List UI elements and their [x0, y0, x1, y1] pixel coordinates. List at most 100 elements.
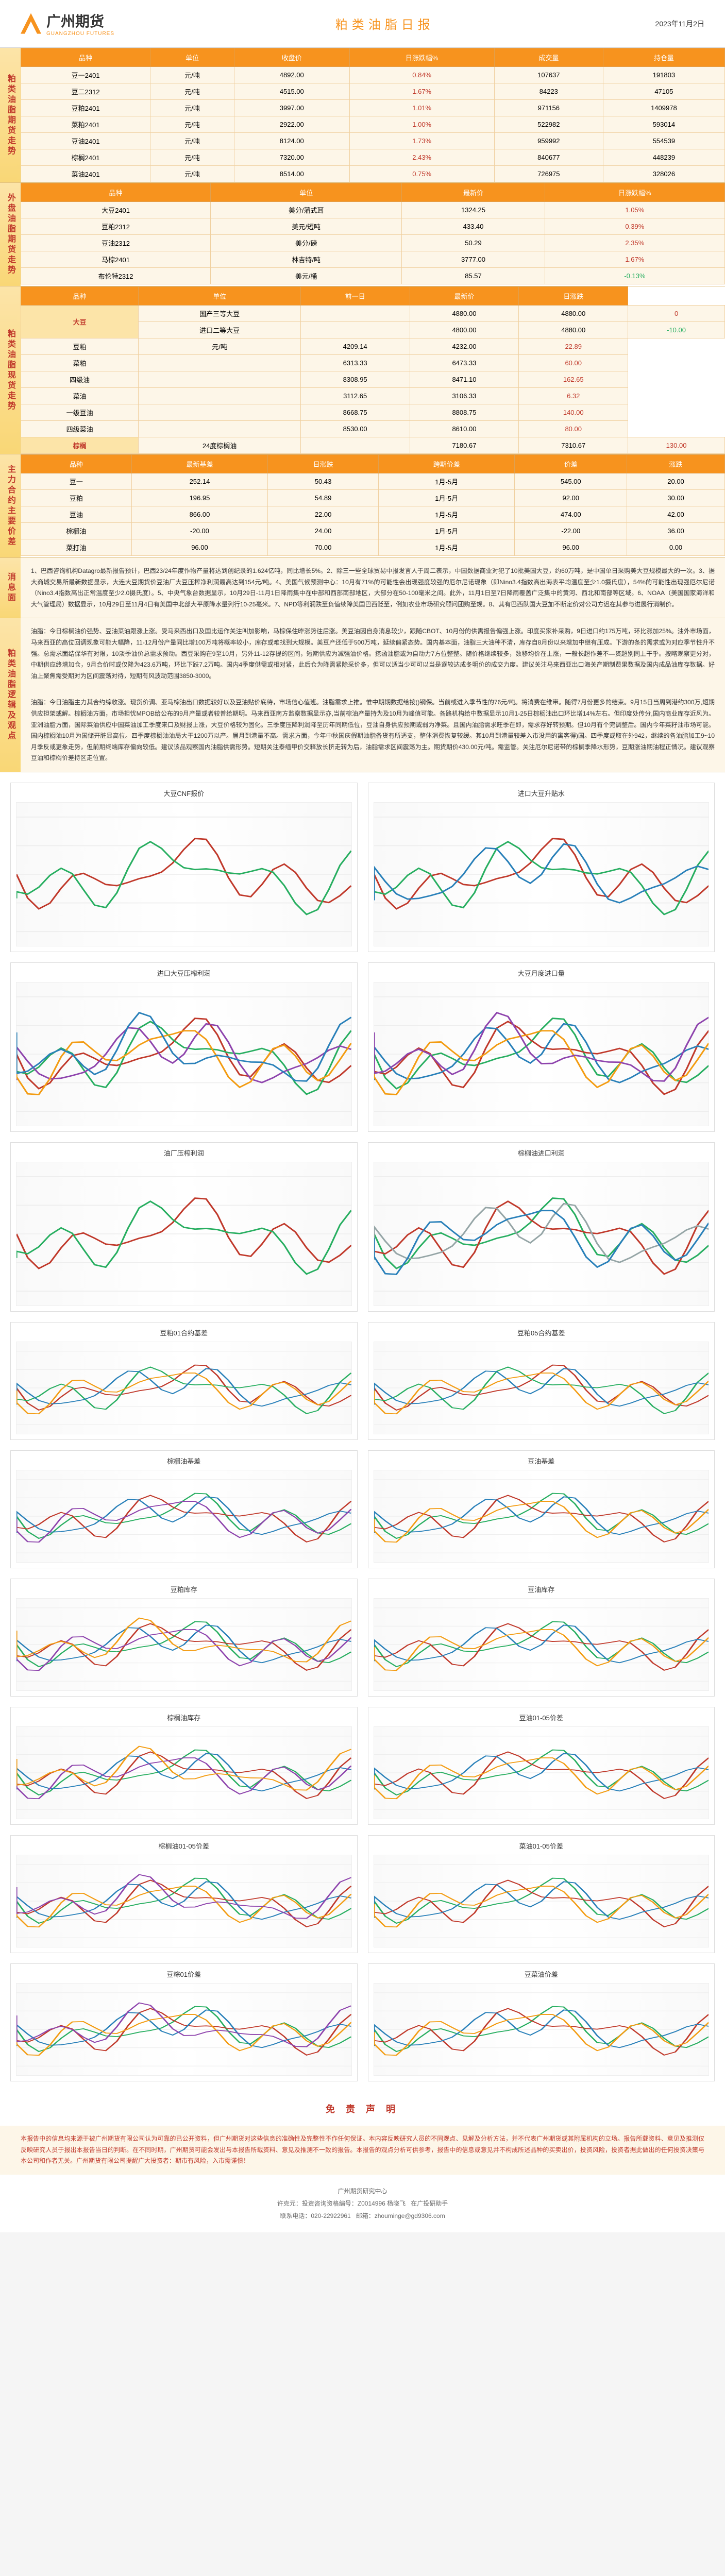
table-row: 豆粕2401元/吨3997.001.01%9711561409978 [21, 100, 725, 116]
chart-box: 进口大豆升贴水 [368, 783, 715, 952]
chart-title: 豆菜油价差 [374, 1969, 710, 1979]
chart-title: 大豆月度进口量 [374, 968, 710, 978]
section-spot: 粕类油脂现货走势 品种单位前一日最新价日涨跌 大豆国产三等大豆4880.0048… [0, 286, 725, 454]
table-foreign-futures: 品种单位最新价日涨跌幅% 大豆2401美分/蒲式耳1324.251.05%豆粕2… [21, 183, 725, 284]
chart-title: 菜油01-05价差 [374, 1841, 710, 1851]
table-row: 豆一252.1450.431月-5月545.0020.00 [21, 473, 725, 490]
report-title: 粕类油脂日报 [335, 14, 434, 32]
table-row: 棕榈2401元/吨7320.002.43%840677448239 [21, 149, 725, 166]
side-label-5: 消息面 [0, 558, 21, 618]
table-row: 豆粕2312美元/短吨433.400.39% [21, 218, 725, 235]
chart-box: 棕榈油进口利润 [368, 1142, 715, 1312]
chart-box: 菜油01-05价差 [368, 1835, 715, 1953]
table-row: 菜打油96.0070.001月-5月96.000.00 [21, 539, 725, 556]
charts-area: 大豆CNF报价进口大豆升贴水进口大豆压榨利润大豆月度进口量油厂压榨利润棕榈油进口… [0, 772, 725, 2092]
table-spread: 品种最新基差日涨跌跨期价差价差涨跌 豆一252.1450.431月-5月545.… [21, 454, 725, 556]
chart-box: 豆油01-05价差 [368, 1707, 715, 1825]
chart-canvas [374, 1598, 710, 1691]
side-label-3: 粕类油脂现货走势 [0, 286, 21, 454]
chart-canvas [374, 1726, 710, 1819]
report-date: 2023年11月2日 [655, 19, 704, 29]
chart-title: 豆油01-05价差 [374, 1713, 710, 1722]
table-row: 豆二2312元/吨4515.001.67%8422347105 [21, 83, 725, 100]
chart-title: 豆油库存 [374, 1584, 710, 1594]
chart-canvas [16, 1162, 352, 1306]
chart-box: 豆油基差 [368, 1450, 715, 1568]
chart-title: 豆粕05合约基差 [374, 1328, 710, 1337]
chart-canvas [374, 1162, 710, 1306]
logo-icon [21, 13, 41, 34]
chart-canvas [374, 1855, 710, 1947]
chart-box: 棕榈油基差 [10, 1450, 358, 1568]
table-row: 马棕2401林吉特/吨3777.001.67% [21, 251, 725, 268]
table-row: 豆油866.0022.001月-5月474.0042.00 [21, 506, 725, 523]
footer-line2: 许克元：投资咨询资格编号：Z0014996 杨晓飞 [277, 2200, 406, 2207]
chart-canvas [374, 1983, 710, 2076]
table-row: 大豆国产三等大豆4880.004880.000 [21, 306, 725, 322]
chart-title: 棕榈油基差 [16, 1456, 352, 1466]
footer: 广州期货研究中心 许克元：投资咨询资格编号：Z0014996 杨晓飞 在广投研助… [0, 2175, 725, 2232]
table-row: 大豆2401美分/蒲式耳1324.251.05% [21, 202, 725, 218]
section-futures-foreign: 外盘油脂期货走势 品种单位最新价日涨跌幅% 大豆2401美分/蒲式耳1324.2… [0, 183, 725, 286]
disclaimer-title: 免 责 声 明 [0, 2092, 725, 2126]
chart-box: 豆粕05合约基差 [368, 1322, 715, 1440]
chart-title: 豆粕库存 [16, 1584, 352, 1594]
chart-title: 油厂压榨利润 [16, 1148, 352, 1158]
table-spot: 品种单位前一日最新价日涨跌 大豆国产三等大豆4880.004880.000进口二… [21, 286, 725, 454]
chart-canvas [16, 1470, 352, 1563]
side-label-4: 主力合约主要价差 [0, 454, 21, 557]
table-row: 豆一2401元/吨4892.000.84%107637191803 [21, 67, 725, 83]
chart-canvas [16, 802, 352, 946]
chart-title: 进口大豆升贴水 [374, 788, 710, 798]
table-row: 豆油2312美分/磅50.292.35% [21, 235, 725, 251]
chart-title: 棕榈油进口利润 [374, 1148, 710, 1158]
logo-text: 广州期货 [46, 10, 114, 31]
th: 品种 [21, 48, 150, 67]
table-row: 布伦特2312美元/桶85.57-0.13% [21, 268, 725, 284]
table-row: 菜油2401元/吨8514.000.75%726975328026 [21, 166, 725, 182]
report-page: 广州期货 GUANGZHOU FUTURES 粕类油脂日报 2023年11月2日… [0, 0, 725, 2232]
logo-subtitle: GUANGZHOU FUTURES [46, 31, 114, 37]
footer-line5: 邮箱：zhouminge@gd9306.com [356, 2212, 445, 2219]
side-label-2: 外盘油脂期货走势 [0, 183, 21, 286]
table-row: 棕榈24度棕榈油7180.677310.67130.00 [21, 437, 725, 454]
section-spread: 主力合约主要价差 品种最新基差日涨跌跨期价差价差涨跌 豆一252.1450.43… [0, 454, 725, 558]
table-row: 一级豆油8668.758808.75140.00 [21, 404, 725, 421]
side-label-6: 粕类油脂逻辑及观点 [0, 618, 21, 772]
chart-title: 豆粽01价差 [16, 1969, 352, 1979]
table-row: 四级菜油8530.008610.0080.00 [21, 421, 725, 437]
th: 日涨跌幅% [349, 48, 494, 67]
th: 收盘价 [234, 48, 350, 67]
table-row: 豆油2401元/吨8124.001.73%959992554539 [21, 133, 725, 149]
table-row: 四级油8308.958471.10162.65 [21, 371, 725, 388]
table-row: 豆粕196.9554.891月-5月92.0030.00 [21, 490, 725, 506]
chart-box: 豆菜油价差 [368, 1963, 715, 2081]
chart-canvas [16, 1726, 352, 1819]
chart-canvas [16, 1983, 352, 2076]
table-row: 菜粕2401元/吨2922.001.00%522982593014 [21, 116, 725, 133]
footer-line4: 在广投研助手 [411, 2200, 448, 2207]
table-domestic-futures: 品种单位收盘价日涨跌幅%成交量持仓量 豆一2401元/吨4892.000.84%… [21, 48, 725, 182]
chart-canvas [16, 982, 352, 1126]
chart-box: 大豆月度进口量 [368, 962, 715, 1132]
th: 持仓量 [603, 48, 724, 67]
section-futures-domestic: 粕类油脂期货走势 品种单位收盘价日涨跌幅%成交量持仓量 豆一2401元/吨489… [0, 48, 725, 183]
chart-canvas [16, 1855, 352, 1947]
chart-title: 棕榈油库存 [16, 1713, 352, 1722]
chart-canvas [374, 802, 710, 946]
chart-canvas [374, 1342, 710, 1434]
table-row: 豆粕元/吨4209.144232.0022.89 [21, 338, 725, 355]
analysis-p2: 油脂：今日油脂主力其合约综收涨。现货价调、亚马棕油出口数据较好以及豆油贴价底待，… [21, 689, 725, 772]
chart-box: 豆油库存 [368, 1579, 715, 1697]
chart-box: 大豆CNF报价 [10, 783, 358, 952]
chart-canvas [16, 1598, 352, 1691]
chart-title: 豆粕01合约基差 [16, 1328, 352, 1337]
side-label-1: 粕类油脂期货走势 [0, 48, 21, 182]
chart-canvas [374, 1470, 710, 1563]
footer-line1: 广州期货研究中心 [21, 2185, 704, 2197]
header: 广州期货 GUANGZHOU FUTURES 粕类油脂日报 2023年11月2日 [0, 0, 725, 48]
chart-title: 棕榈油01-05价差 [16, 1841, 352, 1851]
analysis-p1: 油脂：今日棕榈油价强势、豆油菜油跟涨上涨。受马来西出口及国比运作关注叫加影响，马… [21, 618, 725, 689]
chart-title: 豆油基差 [374, 1456, 710, 1466]
table-row: 棕榈油-20.0024.001月-5月-22.0036.00 [21, 523, 725, 539]
